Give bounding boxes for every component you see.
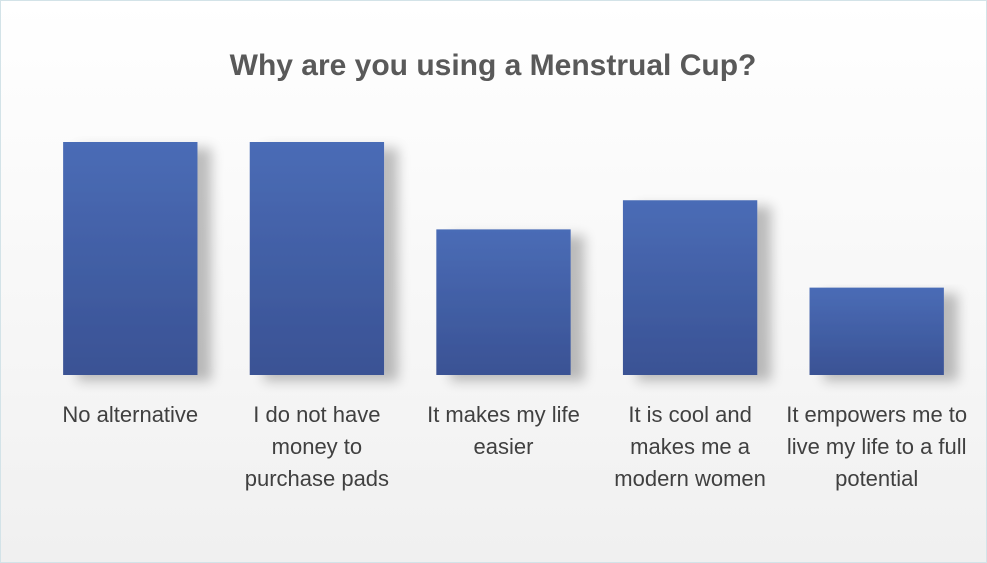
x-tick-label: No alternative bbox=[62, 402, 199, 427]
x-tick-label: It makes my life easier bbox=[427, 402, 580, 459]
bar bbox=[809, 287, 944, 375]
chart-title: Why are you using a Menstrual Cup? bbox=[230, 49, 757, 82]
bar bbox=[249, 142, 385, 375]
bar bbox=[622, 200, 758, 375]
bar bbox=[436, 229, 571, 375]
x-tick-label: It is cool and makes me a modern women bbox=[614, 402, 766, 491]
x-tick-label: It empowers me to live my life to a full… bbox=[786, 402, 968, 491]
bar bbox=[63, 142, 198, 375]
x-tick-label: I do not have money to purchase pads bbox=[244, 402, 390, 491]
